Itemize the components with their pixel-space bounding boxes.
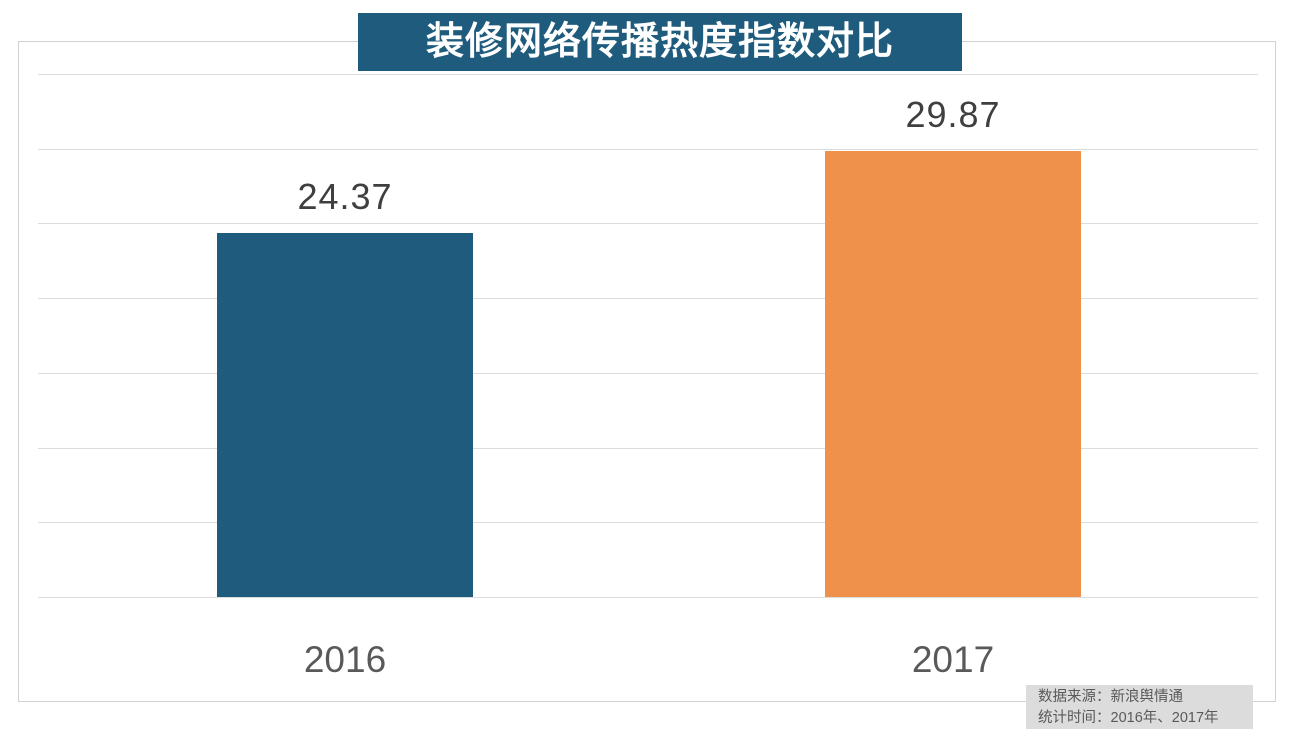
gridline-0: [38, 597, 1258, 598]
chart-title-text: 装修网络传播热度指数对比: [425, 21, 894, 63]
source-note-box: 数据来源：新浪舆情通 统计时间：2016年、2017年: [1026, 685, 1253, 729]
gridline-30: [38, 149, 1258, 150]
gridline-10: [38, 448, 1258, 449]
bar-2016: [217, 233, 473, 597]
category-label-2017: 2017: [911, 639, 995, 680]
data-source-line: 数据来源：新浪舆情通: [1038, 689, 1183, 705]
bar-2017: [825, 151, 1081, 597]
gridline-20: [38, 298, 1258, 299]
value-label-2016: 24.37: [297, 176, 393, 217]
chart-title-banner: 装修网络传播热度指数对比: [358, 13, 962, 71]
gridline-25: [38, 223, 1258, 224]
gridline-5: [38, 522, 1258, 523]
value-label-2017: 29.87: [905, 94, 1001, 135]
stat-time-line: 统计时间：2016年、2017年: [1038, 710, 1219, 726]
gridline-35: [38, 74, 1258, 75]
plot-frame: [18, 41, 1276, 702]
category-label-2016: 2016: [303, 639, 387, 680]
gridline-15: [38, 373, 1258, 374]
